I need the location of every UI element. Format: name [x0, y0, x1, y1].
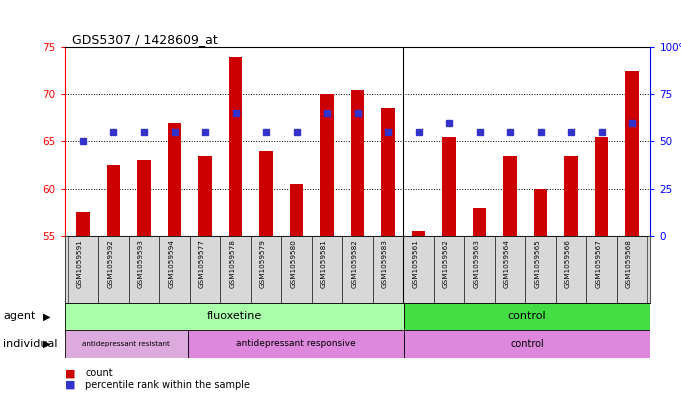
Bar: [251, 236, 281, 303]
Text: GSM1059561: GSM1059561: [413, 239, 419, 288]
Bar: [586, 236, 617, 303]
Bar: [168, 123, 181, 236]
Bar: [373, 236, 403, 303]
Bar: [404, 303, 650, 330]
Bar: [473, 208, 486, 236]
Bar: [564, 156, 578, 236]
Bar: [351, 90, 364, 236]
Text: GSM1059563: GSM1059563: [473, 239, 479, 288]
Bar: [434, 236, 464, 303]
Bar: [198, 156, 212, 236]
Bar: [556, 236, 586, 303]
Bar: [67, 236, 98, 303]
Text: GSM1059593: GSM1059593: [138, 239, 144, 288]
Text: GSM1059578: GSM1059578: [229, 239, 236, 288]
Bar: [281, 236, 312, 303]
Bar: [98, 236, 129, 303]
Bar: [188, 330, 404, 358]
Bar: [289, 184, 303, 236]
Bar: [259, 151, 273, 236]
Text: GDS5307 / 1428609_at: GDS5307 / 1428609_at: [72, 33, 217, 46]
Bar: [76, 212, 90, 236]
Text: ■: ■: [65, 380, 75, 390]
Text: GSM1059592: GSM1059592: [108, 239, 114, 288]
Bar: [412, 231, 426, 236]
Text: GSM1059568: GSM1059568: [626, 239, 632, 288]
Bar: [190, 236, 220, 303]
Bar: [220, 236, 251, 303]
Text: GSM1059565: GSM1059565: [535, 239, 541, 288]
Text: ■: ■: [65, 368, 75, 378]
Text: control: control: [508, 311, 546, 321]
Bar: [534, 189, 548, 236]
Text: GSM1059567: GSM1059567: [596, 239, 601, 288]
Text: GSM1059579: GSM1059579: [260, 239, 266, 288]
Bar: [595, 137, 608, 236]
Bar: [312, 236, 343, 303]
Text: fluoxetine: fluoxetine: [206, 311, 262, 321]
Text: GSM1059562: GSM1059562: [443, 239, 449, 288]
Text: control: control: [510, 339, 544, 349]
Bar: [159, 236, 190, 303]
Text: GSM1059566: GSM1059566: [565, 239, 571, 288]
Bar: [107, 165, 121, 236]
Bar: [617, 236, 648, 303]
Bar: [464, 236, 495, 303]
Bar: [320, 94, 334, 236]
Bar: [343, 236, 373, 303]
Bar: [495, 236, 525, 303]
Bar: [404, 330, 650, 358]
Bar: [503, 156, 517, 236]
Bar: [442, 137, 456, 236]
Bar: [381, 108, 395, 236]
Bar: [625, 71, 639, 236]
Bar: [525, 236, 556, 303]
Bar: [137, 160, 151, 236]
Text: individual: individual: [3, 339, 58, 349]
Text: GSM1059594: GSM1059594: [168, 239, 174, 288]
Text: count: count: [85, 368, 113, 378]
Text: percentile rank within the sample: percentile rank within the sample: [85, 380, 250, 390]
Text: agent: agent: [3, 311, 36, 321]
Bar: [403, 236, 434, 303]
Text: GSM1059564: GSM1059564: [504, 239, 510, 288]
Text: GSM1059591: GSM1059591: [77, 239, 83, 288]
Text: GSM1059577: GSM1059577: [199, 239, 205, 288]
Text: ▶: ▶: [43, 339, 50, 349]
Bar: [129, 236, 159, 303]
Text: GSM1059583: GSM1059583: [382, 239, 388, 288]
Text: GSM1059581: GSM1059581: [321, 239, 327, 288]
Bar: [229, 57, 242, 236]
Text: ▶: ▶: [43, 311, 50, 321]
Text: antidepressant responsive: antidepressant responsive: [236, 340, 355, 348]
Text: GSM1059580: GSM1059580: [291, 239, 296, 288]
Text: antidepressant resistant: antidepressant resistant: [82, 341, 170, 347]
Text: GSM1059582: GSM1059582: [351, 239, 358, 288]
Bar: [65, 330, 188, 358]
Bar: [65, 303, 404, 330]
